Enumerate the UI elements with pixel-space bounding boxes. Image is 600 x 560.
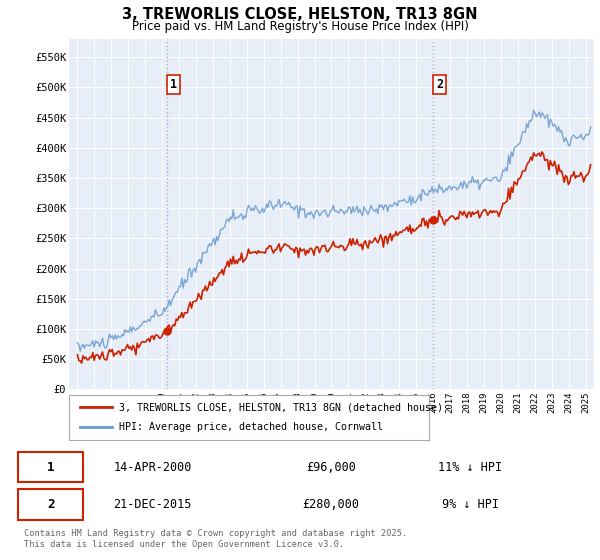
Text: 2: 2	[47, 498, 55, 511]
Text: 1: 1	[47, 460, 55, 474]
Point	[428, 216, 437, 225]
Text: 21-DEC-2015: 21-DEC-2015	[113, 498, 191, 511]
Text: £280,000: £280,000	[302, 498, 359, 511]
Text: £96,000: £96,000	[306, 460, 356, 474]
Text: 3, TREWORLIS CLOSE, HELSTON, TR13 8GN: 3, TREWORLIS CLOSE, HELSTON, TR13 8GN	[122, 7, 478, 22]
Text: 2: 2	[436, 78, 443, 91]
Text: HPI: Average price, detached house, Cornwall: HPI: Average price, detached house, Corn…	[119, 422, 383, 432]
Text: 1: 1	[170, 78, 178, 91]
FancyBboxPatch shape	[19, 452, 83, 482]
Text: Price paid vs. HM Land Registry's House Price Index (HPI): Price paid vs. HM Land Registry's House …	[131, 20, 469, 32]
Text: 9% ↓ HPI: 9% ↓ HPI	[442, 498, 499, 511]
Text: 11% ↓ HPI: 11% ↓ HPI	[439, 460, 502, 474]
Text: 14-APR-2000: 14-APR-2000	[113, 460, 191, 474]
Text: Contains HM Land Registry data © Crown copyright and database right 2025.
This d: Contains HM Land Registry data © Crown c…	[24, 529, 407, 549]
Text: 3, TREWORLIS CLOSE, HELSTON, TR13 8GN (detached house): 3, TREWORLIS CLOSE, HELSTON, TR13 8GN (d…	[119, 402, 443, 412]
FancyBboxPatch shape	[19, 489, 83, 520]
Point	[162, 327, 172, 336]
